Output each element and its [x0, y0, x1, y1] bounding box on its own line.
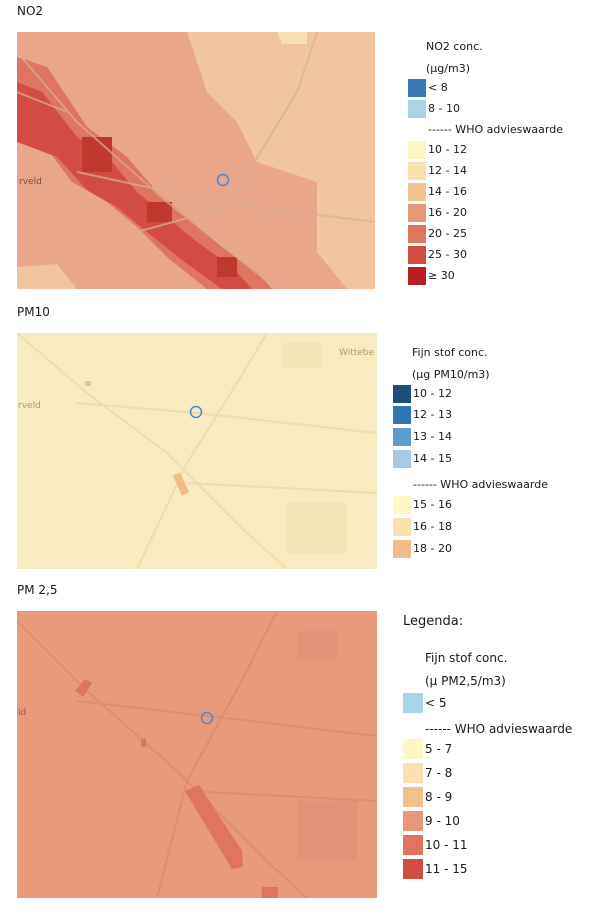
pm25-who-line: ------ WHO advieswaarde: [425, 722, 573, 736]
pm10-legend: Fijn stof conc. (µg PM10/m3) 10 - 12 12 …: [393, 342, 598, 564]
legend-swatch: [403, 787, 423, 807]
no2-who-line: ------ WHO advieswaarde: [428, 123, 563, 136]
legend-swatch: [393, 428, 411, 446]
legend-swatch: [403, 835, 423, 855]
legend-swatch: [403, 763, 423, 783]
legend-swatch: [403, 811, 423, 831]
legend-swatch: [393, 385, 411, 403]
location-marker-icon: [189, 405, 203, 419]
no2-place-label: rveld: [19, 177, 42, 187]
pm25-legend: Legenda: Fijn stof conc. (µ PM2,5/m3) < …: [403, 612, 598, 887]
pm25-section-title: PM 2,5: [17, 583, 58, 597]
legend-swatch: [393, 496, 411, 514]
legend-swatch: [403, 739, 423, 759]
location-marker-icon: [216, 173, 230, 187]
pm25-place-label: ld: [18, 708, 26, 718]
no2-section-title: NO2: [17, 4, 44, 18]
legend-swatch: [393, 406, 411, 424]
legend-swatch: [408, 162, 426, 180]
legend-swatch: [408, 225, 426, 243]
no2-legend-unit: (µg/m3): [426, 62, 470, 75]
pm10-legend-unit: (µg PM10/m3): [412, 368, 490, 381]
legend-swatch: [403, 859, 423, 879]
pm10-map[interactable]: rveld Wittebe: [17, 333, 377, 569]
pm10-section-title: PM10: [17, 305, 50, 319]
pm25-map[interactable]: ld: [17, 611, 377, 898]
pm10-legend-title: Fijn stof conc.: [412, 346, 488, 359]
pm10-place-label: rveld: [18, 401, 41, 411]
legend-swatch: [408, 79, 426, 97]
pm25-legend-title: Fijn stof conc.: [425, 651, 508, 665]
pm25-legend-unit: (µ PM2,5/m3): [425, 674, 506, 688]
legend-swatch: [408, 267, 426, 285]
no2-legend-title: NO2 conc.: [426, 40, 483, 53]
legend-swatch: [408, 100, 426, 118]
legend-swatch: [403, 693, 423, 713]
location-marker-icon: [200, 711, 214, 725]
legend-swatch: [393, 450, 411, 468]
no2-map[interactable]: rveld: [17, 32, 375, 289]
legend-swatch: [393, 540, 411, 558]
legend-swatch: [408, 204, 426, 222]
legend-swatch: [408, 183, 426, 201]
pm10-who-line: ------ WHO advieswaarde: [413, 478, 548, 491]
pm10-place-label-2: Wittebe: [339, 348, 375, 358]
pm25-legend-header: Legenda:: [403, 614, 464, 629]
legend-swatch: [408, 141, 426, 159]
legend-swatch: [393, 518, 411, 536]
no2-legend: NO2 conc. (µg/m3) < 8 8 - 10 ------ WHO …: [408, 36, 598, 286]
legend-swatch: [408, 246, 426, 264]
